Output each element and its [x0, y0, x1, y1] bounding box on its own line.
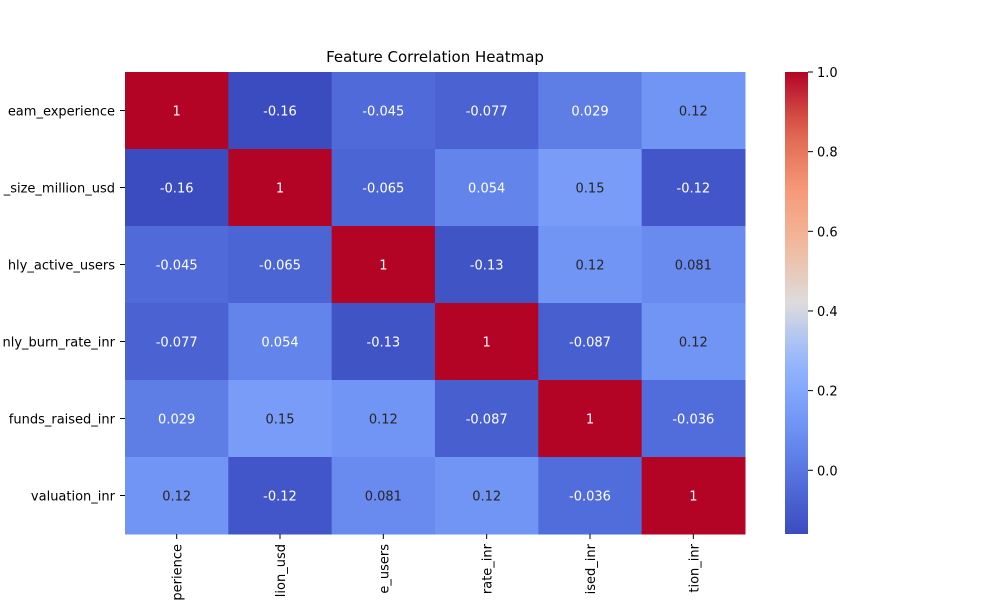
cell-annotation: 0.12: [576, 259, 605, 274]
x-tick-label: lion_usd: [274, 544, 289, 597]
heatmap-cell: [435, 226, 539, 304]
chart-title: Feature Correlation Heatmap: [326, 48, 544, 66]
heatmap-cell: [538, 226, 643, 304]
heatmap-cell: [125, 457, 229, 535]
heatmap-cell: [538, 303, 643, 381]
cell-annotation: 1: [276, 182, 284, 197]
heatmap-cell: [641, 457, 746, 535]
cell-annotation: 1: [483, 336, 491, 351]
cell-annotation: 0.12: [369, 413, 398, 428]
heatmap-cell: [331, 380, 436, 458]
x-tick-label: perience: [171, 544, 186, 600]
cell-annotation: -0.065: [259, 259, 301, 274]
heatmap-cell: [228, 303, 333, 381]
heatmap-cell: [228, 72, 333, 150]
heatmap-cell: [538, 149, 643, 227]
heatmap-cell: [125, 226, 229, 304]
cell-annotation: -0.13: [470, 259, 504, 274]
colorbar-tick-label: 0.2: [817, 385, 838, 400]
cell-annotation: 1: [173, 105, 181, 120]
cell-annotation: 0.12: [162, 490, 191, 505]
cell-annotation: -0.087: [466, 413, 508, 428]
heatmap-cell: [641, 303, 746, 381]
cell-annotation: -0.036: [569, 490, 611, 505]
y-tick-label: nly_burn_rate_inr: [3, 336, 116, 351]
cell-annotation: 0.029: [571, 105, 608, 120]
colorbar-tick-label: 0.6: [817, 225, 838, 240]
heatmap-cell: [538, 457, 643, 535]
heatmap-cell: [331, 457, 436, 535]
heatmap-cell: [125, 380, 229, 458]
x-axis: perience lion_usd e_users rate_inr ised_inr t…: [171, 534, 702, 600]
heatmap-cell: [331, 149, 436, 227]
heatmap-cell: [331, 72, 436, 150]
y-axis: eam_experience _size_million_usd hly_activ…: [3, 105, 125, 505]
heatmap-cell: [641, 226, 746, 304]
cell-annotation: -0.13: [367, 336, 401, 351]
y-tick-label: eam_experience: [8, 105, 115, 120]
y-tick-label: hly_active_users: [8, 259, 115, 274]
cell-annotation: 1: [379, 259, 387, 274]
cell-annotation: 0.12: [679, 336, 708, 351]
cell-annotation: -0.077: [466, 105, 508, 120]
heatmap-cell: [538, 380, 643, 458]
cell-annotation: 0.054: [261, 336, 298, 351]
heatmap-cell: [228, 149, 333, 227]
heatmap-cell: [228, 226, 333, 304]
cell-annotation: -0.045: [156, 259, 198, 274]
cell-annotation: 0.12: [679, 105, 708, 120]
heatmap-cell: [641, 380, 746, 458]
heatmap-cell: [228, 457, 333, 535]
heatmap-cell: [435, 303, 539, 381]
heatmap-cell: [125, 72, 229, 150]
cell-annotation: -0.12: [263, 490, 297, 505]
cell-annotation: -0.065: [362, 182, 404, 197]
cell-annotation: -0.077: [156, 336, 198, 351]
heatmap-cell: [435, 380, 539, 458]
cell-annotation: 1: [586, 413, 594, 428]
heatmap-cell: [641, 149, 746, 227]
cell-annotation: -0.036: [672, 413, 714, 428]
x-tick-label: ised_inr: [584, 543, 599, 594]
heatmap-cell: [435, 457, 539, 535]
cell-annotation: -0.087: [569, 336, 611, 351]
heatmap-cell: [331, 226, 436, 304]
heatmap-cell: [228, 380, 333, 458]
heatmap-cell: [125, 303, 229, 381]
heatmap-cell: [125, 149, 229, 227]
colorbar-tick-label: 1.0: [817, 66, 838, 81]
cell-annotation: -0.045: [362, 105, 404, 120]
cell-annotation: 0.029: [158, 413, 195, 428]
cell-annotation: 0.054: [468, 182, 505, 197]
colorbar-tick-label: 0.8: [817, 146, 838, 161]
heatmap-cells: [125, 72, 746, 535]
heatmap-cell: [435, 149, 539, 227]
cell-annotation: 0.081: [675, 259, 712, 274]
colorbar-tick-label: 0.4: [817, 305, 838, 320]
cell-annotation: 0.15: [266, 413, 295, 428]
colorbar-tick-label: 0.0: [817, 464, 838, 479]
heatmap-cell: [538, 72, 643, 150]
colorbar-gradient: [785, 72, 808, 534]
cell-annotation: -0.16: [160, 182, 194, 197]
cell-annotation: 1: [689, 490, 697, 505]
x-tick-label: rate_inr: [481, 543, 496, 594]
y-tick-label: valuation_inr: [31, 490, 116, 505]
cell-annotation: 0.12: [472, 490, 501, 505]
cell-annotation: -0.12: [677, 182, 711, 197]
heatmap-cell: [331, 303, 436, 381]
cell-annotation: 0.081: [365, 490, 402, 505]
cell-annotation: 0.15: [576, 182, 605, 197]
heatmap-cell: [641, 72, 746, 150]
y-tick-label: funds_raised_inr: [9, 413, 116, 428]
heatmap-cell: [435, 72, 539, 150]
x-tick-label: tion_inr: [687, 543, 702, 592]
cell-annotation: -0.16: [263, 105, 297, 120]
cell-annotations: 1 -0.16 -0.045 -0.077 0.029 0.12 -0.16 1 -0.065 0…: [156, 105, 715, 505]
x-tick-label: e_users: [377, 544, 392, 594]
colorbar: 0.0 0.2 0.4 0.6 0.8 1.0: [785, 66, 838, 534]
y-tick-label: _size_million_usd: [3, 182, 115, 197]
